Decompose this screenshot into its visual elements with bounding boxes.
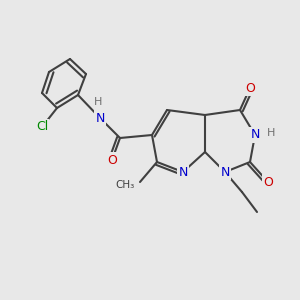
Text: N: N <box>95 112 105 124</box>
Text: N: N <box>250 128 260 142</box>
Text: N: N <box>220 166 230 178</box>
Text: O: O <box>263 176 273 188</box>
Text: O: O <box>107 154 117 166</box>
Text: O: O <box>245 82 255 94</box>
Text: H: H <box>94 97 102 107</box>
Text: H: H <box>267 128 275 138</box>
Text: N: N <box>178 166 188 178</box>
Text: CH₃: CH₃ <box>116 180 135 190</box>
Text: Cl: Cl <box>36 121 48 134</box>
